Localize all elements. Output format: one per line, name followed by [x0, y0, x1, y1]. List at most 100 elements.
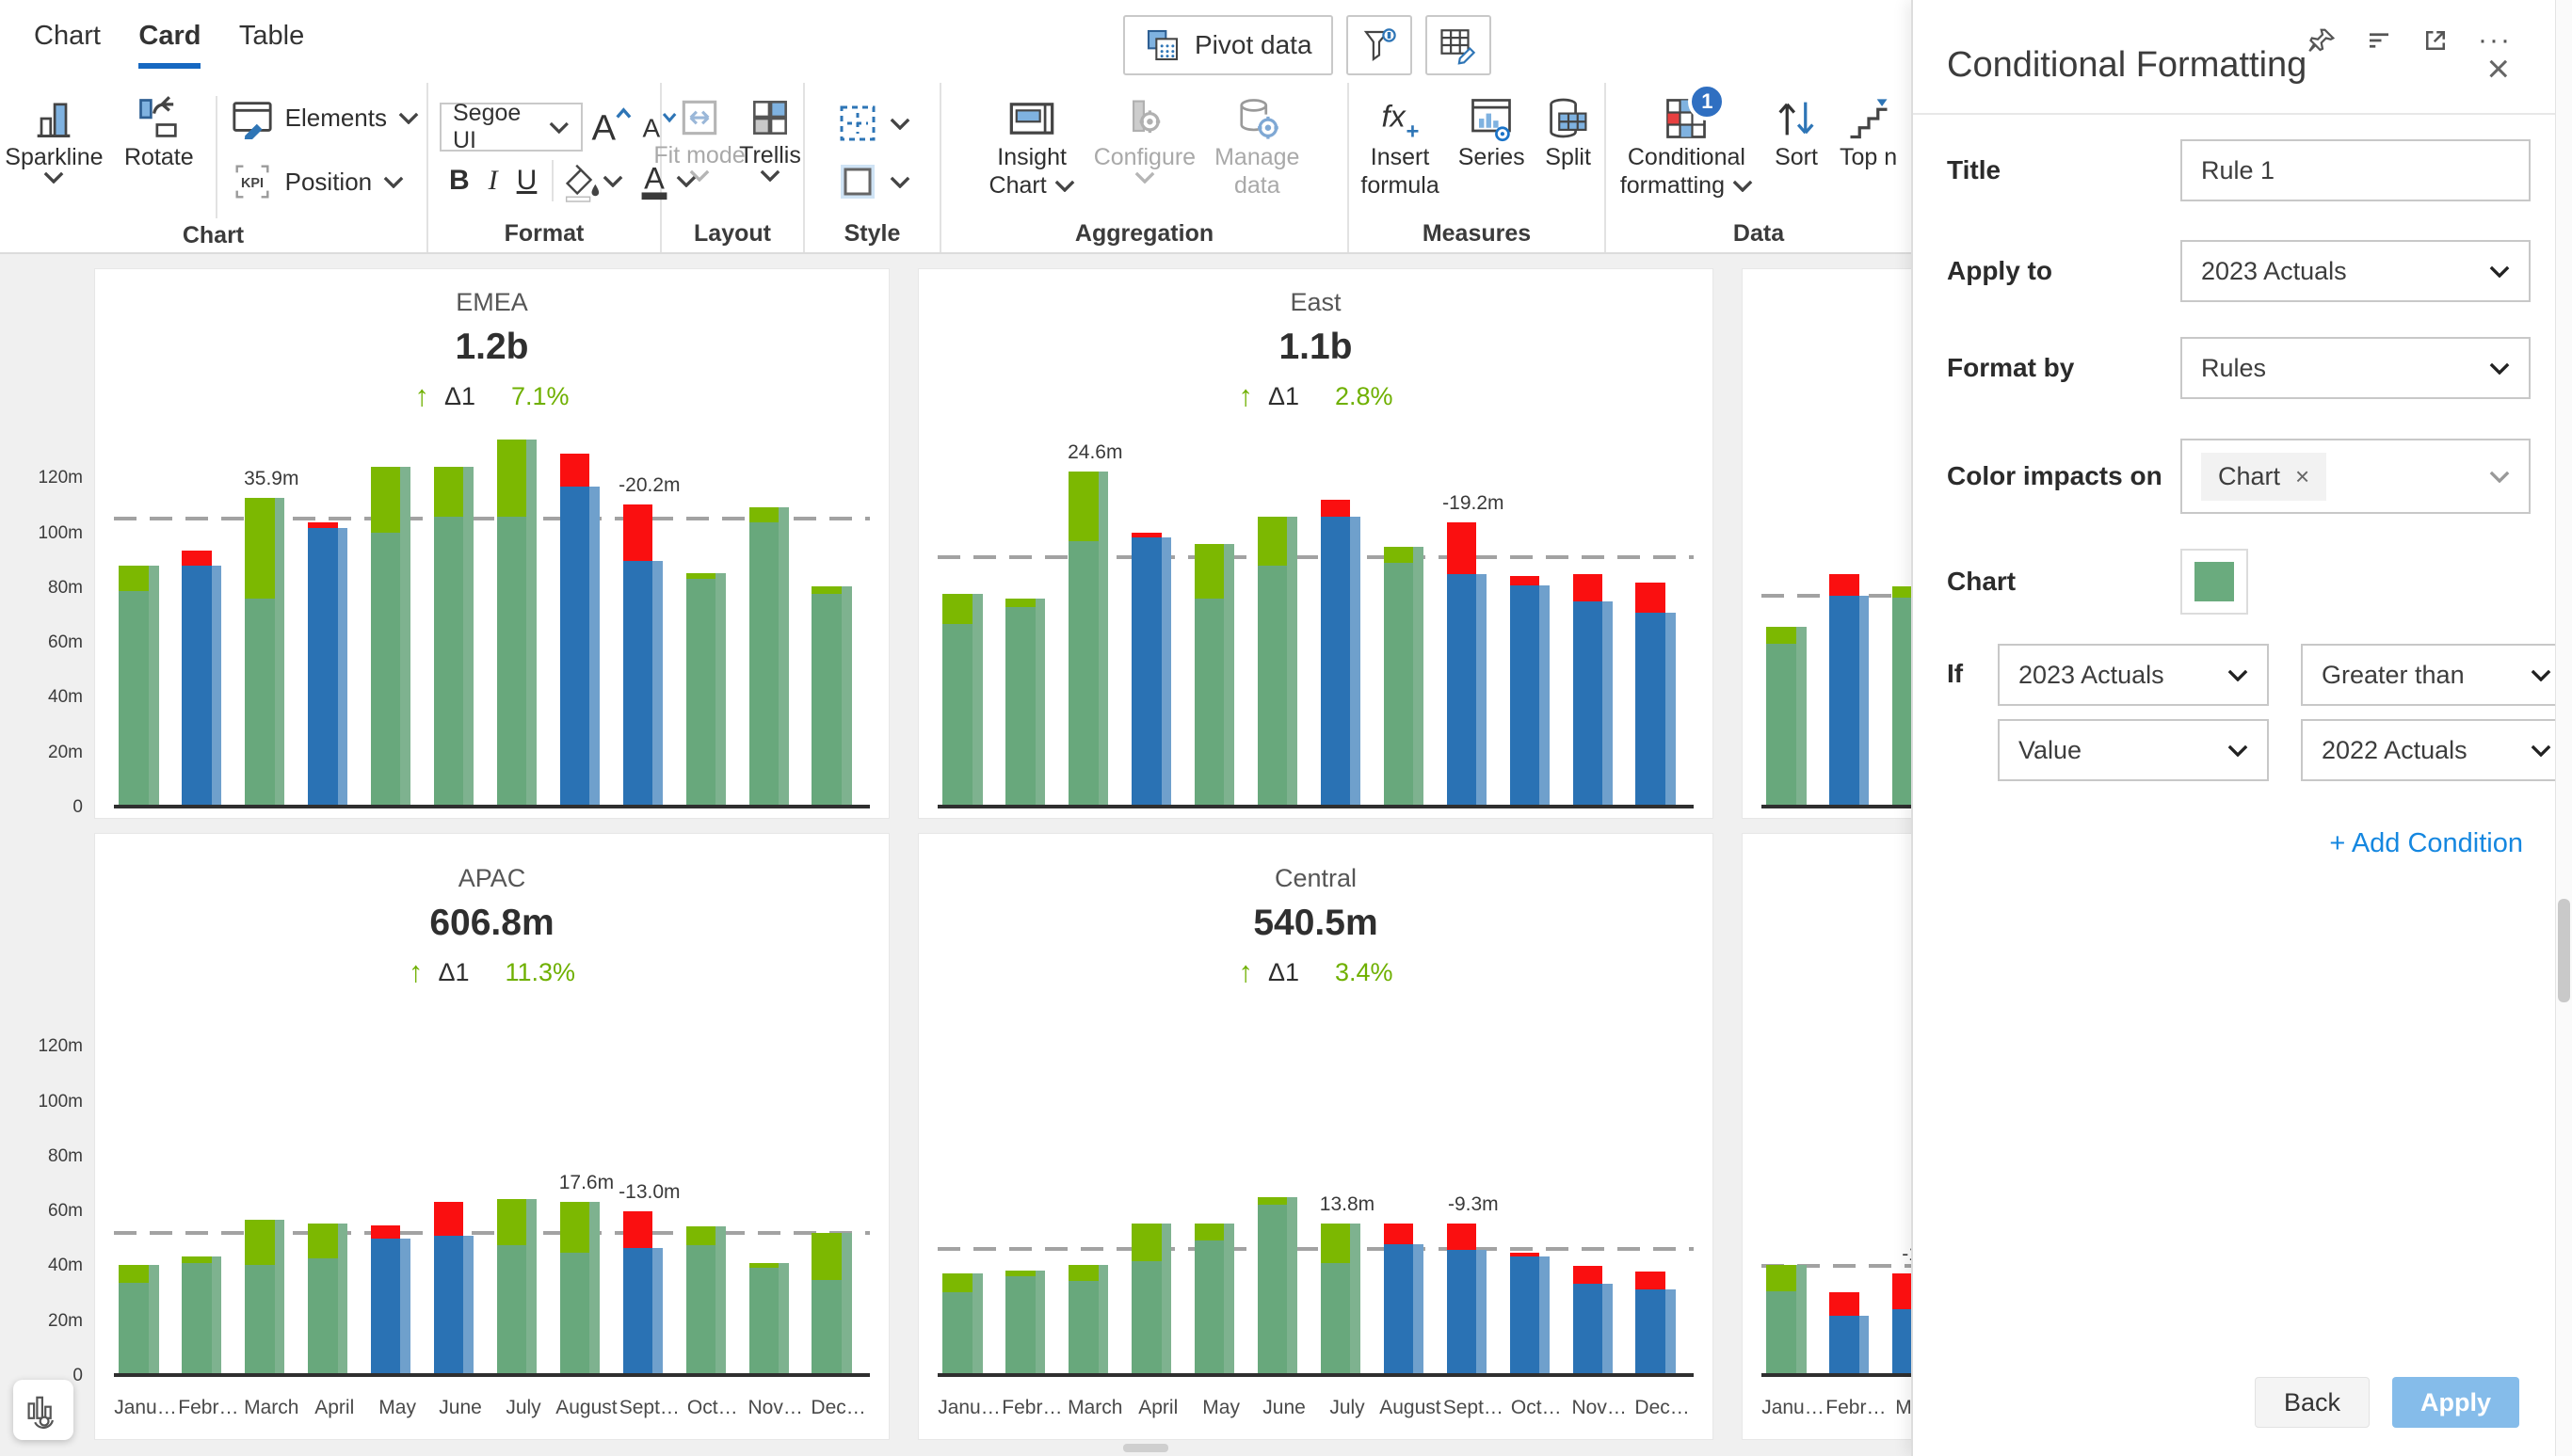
- insert-formula-button[interactable]: Insert formula: [1351, 90, 1448, 203]
- variance-bar[interactable]: [622, 504, 653, 561]
- value-bar[interactable]: [1635, 612, 1665, 805]
- conditional-formatting-button[interactable]: 1 Conditional formatting: [1611, 83, 1762, 203]
- value-bar[interactable]: [1446, 574, 1477, 805]
- back-bar[interactable]: [1539, 584, 1550, 805]
- value-bar[interactable]: [1572, 601, 1603, 805]
- back-bar[interactable]: [337, 527, 348, 805]
- elements-dropdown[interactable]: Elements: [223, 90, 426, 145]
- value-bar[interactable]: [1829, 1315, 1859, 1373]
- value-bar[interactable]: [1509, 1256, 1540, 1373]
- back-bar[interactable]: [1476, 574, 1487, 805]
- variance-bar[interactable]: [1383, 547, 1414, 564]
- back-bar[interactable]: [148, 566, 159, 805]
- value-bar[interactable]: [1892, 597, 1911, 805]
- gridline-style-dropdown[interactable]: [835, 101, 910, 146]
- value-bar[interactable]: [308, 527, 338, 805]
- value-bar[interactable]: [308, 1257, 338, 1373]
- variance-bar[interactable]: [1892, 1272, 1911, 1309]
- more-options-icon[interactable]: ···: [2478, 24, 2512, 56]
- value-bar[interactable]: [1383, 1244, 1414, 1373]
- bold-button[interactable]: B: [449, 165, 470, 196]
- filter-button[interactable]: [1345, 15, 1412, 75]
- value-bar[interactable]: [748, 1267, 780, 1373]
- variance-bar[interactable]: [1005, 1270, 1036, 1276]
- value-bar[interactable]: [942, 623, 973, 805]
- back-bar[interactable]: [652, 560, 663, 805]
- chart-chip[interactable]: Chart ×: [2201, 452, 2327, 501]
- back-bar[interactable]: [715, 1226, 726, 1373]
- variance-bar[interactable]: [371, 467, 401, 534]
- sparkline-button[interactable]: Sparkline: [0, 90, 108, 187]
- back-bar[interactable]: [1602, 601, 1613, 805]
- back-bar[interactable]: [1287, 1197, 1298, 1373]
- apply-button[interactable]: Apply: [2391, 1377, 2519, 1428]
- variance-bar[interactable]: [245, 1219, 275, 1265]
- border-style-dropdown[interactable]: [835, 159, 910, 204]
- rotate-button[interactable]: Rotate: [108, 90, 210, 175]
- value-bar[interactable]: [182, 566, 212, 805]
- tab-card[interactable]: Card: [138, 21, 201, 69]
- variance-bar[interactable]: [496, 440, 527, 517]
- back-bar[interactable]: [1795, 626, 1807, 805]
- variance-bar[interactable]: [1509, 1252, 1540, 1257]
- add-condition-link[interactable]: + Add Condition: [2329, 828, 2523, 858]
- back-bar[interactable]: [526, 1198, 538, 1373]
- variance-bar[interactable]: [685, 572, 716, 579]
- top-n-button[interactable]: Top n: [1830, 90, 1906, 175]
- back-bar[interactable]: [1858, 1315, 1870, 1373]
- value-bar[interactable]: [371, 533, 401, 805]
- increase-font-icon[interactable]: [588, 105, 632, 149]
- chip-close-icon[interactable]: ×: [2295, 461, 2310, 490]
- back-bar[interactable]: [1350, 516, 1361, 805]
- variance-bar[interactable]: [245, 497, 275, 600]
- back-bar[interactable]: [1350, 1224, 1361, 1373]
- variance-bar[interactable]: [685, 1226, 716, 1246]
- value-bar[interactable]: [1195, 599, 1225, 805]
- value-bar[interactable]: [1195, 1240, 1225, 1373]
- if-operator-select[interactable]: Greater than: [2301, 644, 2572, 706]
- back-bar[interactable]: [972, 1272, 983, 1373]
- back-bar[interactable]: [400, 1239, 411, 1373]
- back-bar[interactable]: [1224, 544, 1235, 805]
- value-bar[interactable]: [1635, 1289, 1665, 1373]
- filter-lines-icon[interactable]: [2365, 26, 2393, 55]
- variance-bar[interactable]: [1069, 471, 1099, 542]
- variance-bar[interactable]: [1446, 1224, 1477, 1250]
- back-bar[interactable]: [400, 467, 411, 805]
- back-bar[interactable]: [1287, 516, 1298, 805]
- back-bar[interactable]: [526, 440, 538, 805]
- insight-chart-button[interactable]: Insight Chart: [980, 90, 1085, 203]
- variance-bar[interactable]: [748, 1263, 780, 1268]
- back-bar[interactable]: [1161, 536, 1172, 805]
- value-bar[interactable]: [433, 516, 464, 805]
- back-bar[interactable]: [211, 566, 222, 805]
- back-bar[interactable]: [779, 1263, 789, 1373]
- tab-table[interactable]: Table: [238, 21, 305, 51]
- variance-bar[interactable]: [119, 1264, 149, 1283]
- color-impacts-multiselect[interactable]: Chart ×: [2180, 439, 2531, 514]
- value-bar[interactable]: [1383, 563, 1414, 805]
- value-bar[interactable]: [622, 1248, 653, 1373]
- value-bar[interactable]: [433, 1236, 464, 1373]
- value-bar[interactable]: [1257, 1204, 1288, 1373]
- back-bar[interactable]: [1795, 1264, 1807, 1373]
- value-bar[interactable]: [1829, 596, 1859, 805]
- back-bar[interactable]: [1098, 1264, 1109, 1373]
- value-bar[interactable]: [371, 1239, 401, 1373]
- fit-mode-button[interactable]: Fit mode: [653, 90, 746, 185]
- value-bar[interactable]: [812, 1279, 842, 1373]
- variance-bar[interactable]: [1509, 575, 1540, 585]
- variance-bar[interactable]: [942, 1272, 973, 1293]
- value-bar[interactable]: [1320, 516, 1351, 805]
- value-bar[interactable]: [559, 486, 590, 805]
- variance-bar[interactable]: [812, 586, 842, 594]
- value-bar[interactable]: [685, 1245, 716, 1373]
- value-bar[interactable]: [622, 560, 653, 805]
- back-bar[interactable]: [589, 1201, 600, 1373]
- variance-bar[interactable]: [1069, 1264, 1099, 1282]
- back-bar[interactable]: [779, 506, 789, 805]
- back-bar[interactable]: [1413, 1244, 1423, 1373]
- variance-bar[interactable]: [1320, 1224, 1351, 1264]
- variance-bar[interactable]: [1257, 516, 1288, 567]
- value-bar[interactable]: [1766, 644, 1796, 805]
